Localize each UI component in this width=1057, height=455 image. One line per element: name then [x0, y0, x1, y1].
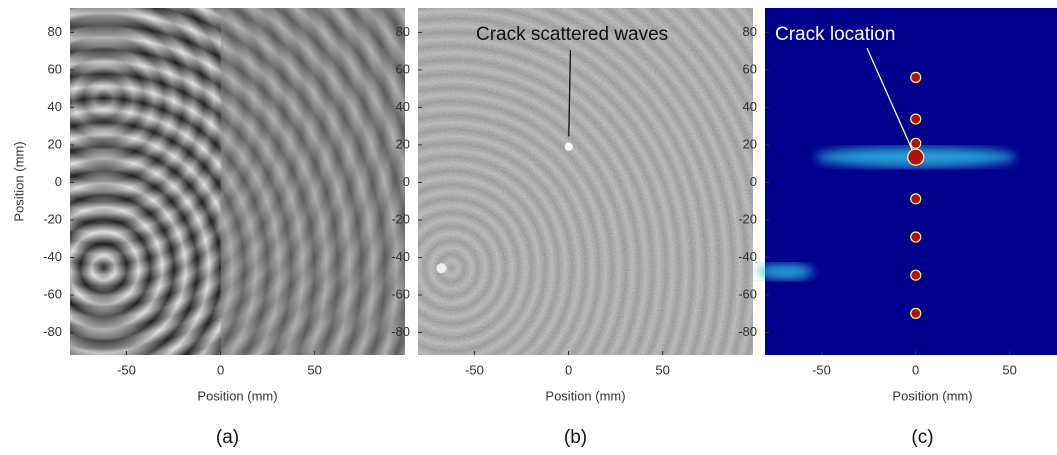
fade [220, 8, 405, 355]
x-tick-label: -50 [812, 362, 831, 377]
caption: (c) [911, 427, 933, 448]
spot [910, 269, 922, 281]
y-tick-label: 80 [48, 24, 62, 39]
y-tick-label: 20 [743, 136, 757, 151]
y-tick-label: 40 [743, 99, 757, 114]
y-tick-label: 20 [396, 136, 410, 151]
spot [910, 231, 922, 243]
spot [910, 193, 922, 205]
spot [910, 307, 922, 319]
noise [418, 8, 753, 355]
y-tick-label: 20 [48, 136, 62, 151]
band [757, 263, 814, 280]
caption: (a) [216, 427, 239, 448]
y-tick-label: 60 [48, 61, 62, 76]
y-tick-label: -40 [43, 249, 62, 264]
hot-spot [436, 263, 447, 274]
x-tick-label: 0 [217, 362, 224, 377]
image-bg [765, 8, 1057, 355]
y-tick-label: -20 [391, 211, 410, 226]
y-tick-label: -40 [391, 249, 410, 264]
y-tick-label: -60 [738, 286, 757, 301]
y-tick-label: 0 [55, 174, 62, 189]
y-tick-label: -60 [43, 286, 62, 301]
y-tick-label: 80 [396, 24, 410, 39]
spot [910, 137, 922, 149]
spot [910, 71, 922, 84]
panel: -80 -60 -40 -20 0 20 40 60 80 -50 0 50 Position (mm)… [391, 8, 753, 448]
x-axis-label: Position (mm) [197, 388, 277, 403]
y-tick-label: -20 [738, 211, 757, 226]
caption: (b) [564, 427, 587, 448]
x-tick-label: 50 [1002, 362, 1016, 377]
hot-spot [564, 142, 573, 151]
annotation: Crack location [775, 24, 895, 45]
y-tick-label: -60 [391, 286, 410, 301]
y-tick-label: 0 [750, 174, 757, 189]
annotation-line [866, 47, 913, 151]
y-tick-label: 0 [403, 174, 410, 189]
y-tick-label: -20 [43, 211, 62, 226]
x-tick-label: 0 [912, 362, 919, 377]
spot [910, 113, 922, 125]
x-axis-label: Position (mm) [892, 388, 972, 403]
y-tick-label: 80 [743, 24, 757, 39]
annotation: Crack scattered waves [476, 24, 668, 45]
y-tick-label: 60 [743, 61, 757, 76]
panel: -80 -60 -40 -20 0 20 40 60 80 -50 0 50 Position (mm)… [11, 8, 405, 448]
y-tick-label: -80 [43, 324, 62, 339]
y-axis-label: Position (mm) [11, 141, 26, 221]
x-tick-label: -50 [465, 362, 484, 377]
x-tick-label: -50 [117, 362, 136, 377]
y-tick-label: 40 [396, 99, 410, 114]
x-axis-label: Position (mm) [545, 388, 625, 403]
y-tick-label: 60 [396, 61, 410, 76]
x-tick-label: 0 [565, 362, 572, 377]
y-tick-label: -80 [738, 324, 757, 339]
y-tick-label: 40 [48, 99, 62, 114]
x-tick-label: 50 [655, 362, 669, 377]
x-tick-label: 50 [307, 362, 321, 377]
y-tick-label: -80 [391, 324, 410, 339]
spot [907, 148, 925, 166]
annotation-line [568, 49, 572, 137]
y-tick-label: -40 [738, 249, 757, 264]
panel: -80 -60 -40 -20 0 20 40 60 80 -50 0 50 Position (mm)… [738, 8, 1057, 448]
